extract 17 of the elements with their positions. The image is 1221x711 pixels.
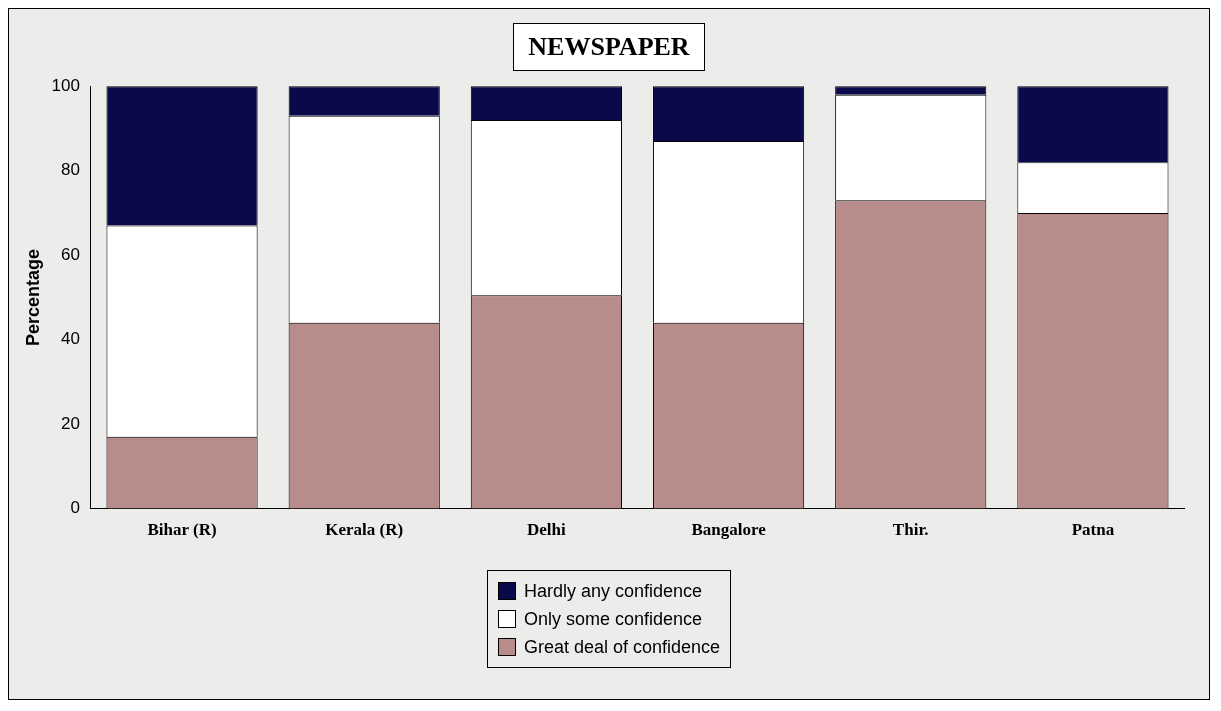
y-tick-label: 0 xyxy=(70,498,80,518)
y-tick-label: 60 xyxy=(61,244,80,264)
y-tick-label: 80 xyxy=(61,160,80,180)
x-tick-label: Bihar (R) xyxy=(147,520,217,540)
y-tick-label: 20 xyxy=(61,413,80,433)
x-tick-label: Delhi xyxy=(527,520,567,540)
x-tick-label: Bangalore xyxy=(691,520,767,540)
y-axis-title: Percentage xyxy=(22,248,43,346)
legend-label: Only some confidence xyxy=(524,608,703,630)
legend-label: Great deal of confidence xyxy=(524,636,721,658)
y-tick-label: 40 xyxy=(61,329,80,349)
x-tick-label: Kerala (R) xyxy=(325,520,404,540)
x-tick-label: Patna xyxy=(1071,520,1115,540)
y-tick-label: 100 xyxy=(51,75,80,95)
x-tick-label: Thir. xyxy=(892,520,929,540)
chart-title: NEWSPAPER xyxy=(513,23,705,71)
legend-label: Hardly any confidence xyxy=(524,580,703,602)
